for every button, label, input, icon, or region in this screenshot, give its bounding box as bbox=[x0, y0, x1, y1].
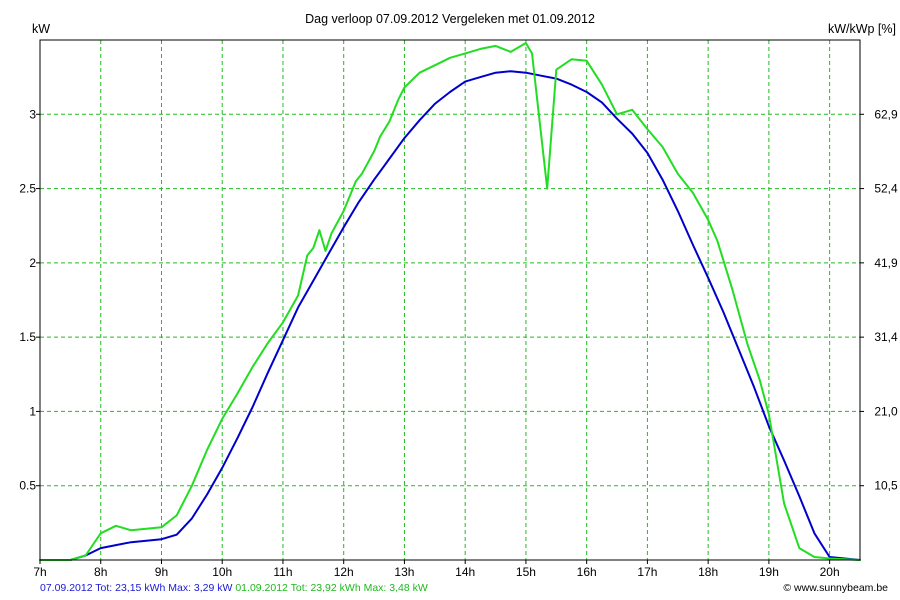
x-tick-label: 11h bbox=[273, 565, 292, 579]
y-tick-label-left: 1 bbox=[29, 404, 36, 418]
x-tick-label: 20h bbox=[820, 565, 840, 579]
y-tick-label-right: 52,4 bbox=[874, 182, 898, 196]
x-tick-label: 9h bbox=[155, 565, 168, 579]
series2-summary: 01.09.2012 Tot: 23,92 kWh Max: 3,48 kW bbox=[235, 582, 428, 594]
y-tick-label-right: 10,5 bbox=[874, 479, 898, 493]
footer-summary: 07.09.2012 Tot: 23,15 kWh Max: 3,29 kW 0… bbox=[40, 582, 428, 594]
credit-text: © www.sunnybeam.be bbox=[783, 582, 888, 594]
x-tick-label: 8h bbox=[94, 565, 107, 579]
x-tick-label: 19h bbox=[759, 565, 779, 579]
x-tick-label: 17h bbox=[637, 565, 657, 579]
y-tick-label-left: 2.5 bbox=[19, 182, 36, 196]
chart-title: Dag verloop 07.09.2012 Vergeleken met 01… bbox=[305, 12, 595, 26]
series-layer bbox=[39, 42, 861, 561]
x-tick-label: 14h bbox=[455, 565, 475, 579]
y-tick-label-left: 0.5 bbox=[19, 479, 36, 493]
plot-area bbox=[39, 39, 861, 561]
grid bbox=[40, 40, 860, 560]
x-tick-label: 7h bbox=[33, 565, 46, 579]
y-tick-label-right: 41,9 bbox=[874, 256, 898, 270]
y-axis-label-left: kW bbox=[32, 22, 50, 36]
x-tick-label: 13h bbox=[394, 565, 414, 579]
series1-summary: 07.09.2012 Tot: 23,15 kWh Max: 3,29 kW bbox=[40, 582, 233, 594]
y-tick-label-right: 31,4 bbox=[874, 330, 898, 344]
x-tick-label: 12h bbox=[334, 565, 354, 579]
y-tick-label-left: 1.5 bbox=[19, 330, 36, 344]
plot-frame bbox=[39, 39, 861, 561]
y-tick-label-left: 2 bbox=[29, 256, 36, 270]
series-line-2 bbox=[39, 42, 861, 561]
y-tick-label-right: 21,0 bbox=[874, 404, 898, 418]
y-tick-label-right: 62,9 bbox=[874, 107, 898, 121]
x-tick-label: 10h bbox=[212, 565, 232, 579]
y-tick-label-left: 3 bbox=[29, 107, 36, 121]
x-tick-label: 16h bbox=[577, 565, 597, 579]
x-tick-label: 15h bbox=[516, 565, 536, 579]
series-line-1 bbox=[39, 70, 861, 561]
ticks: 7h 8h 9h 10h 11h 12h 13h 14h 15h 16h 17h 18h 19h 20h 0… bbox=[19, 107, 898, 579]
y-axis-label-right: kW/kWp [%] bbox=[828, 22, 896, 36]
x-tick-label: 18h bbox=[698, 565, 718, 579]
